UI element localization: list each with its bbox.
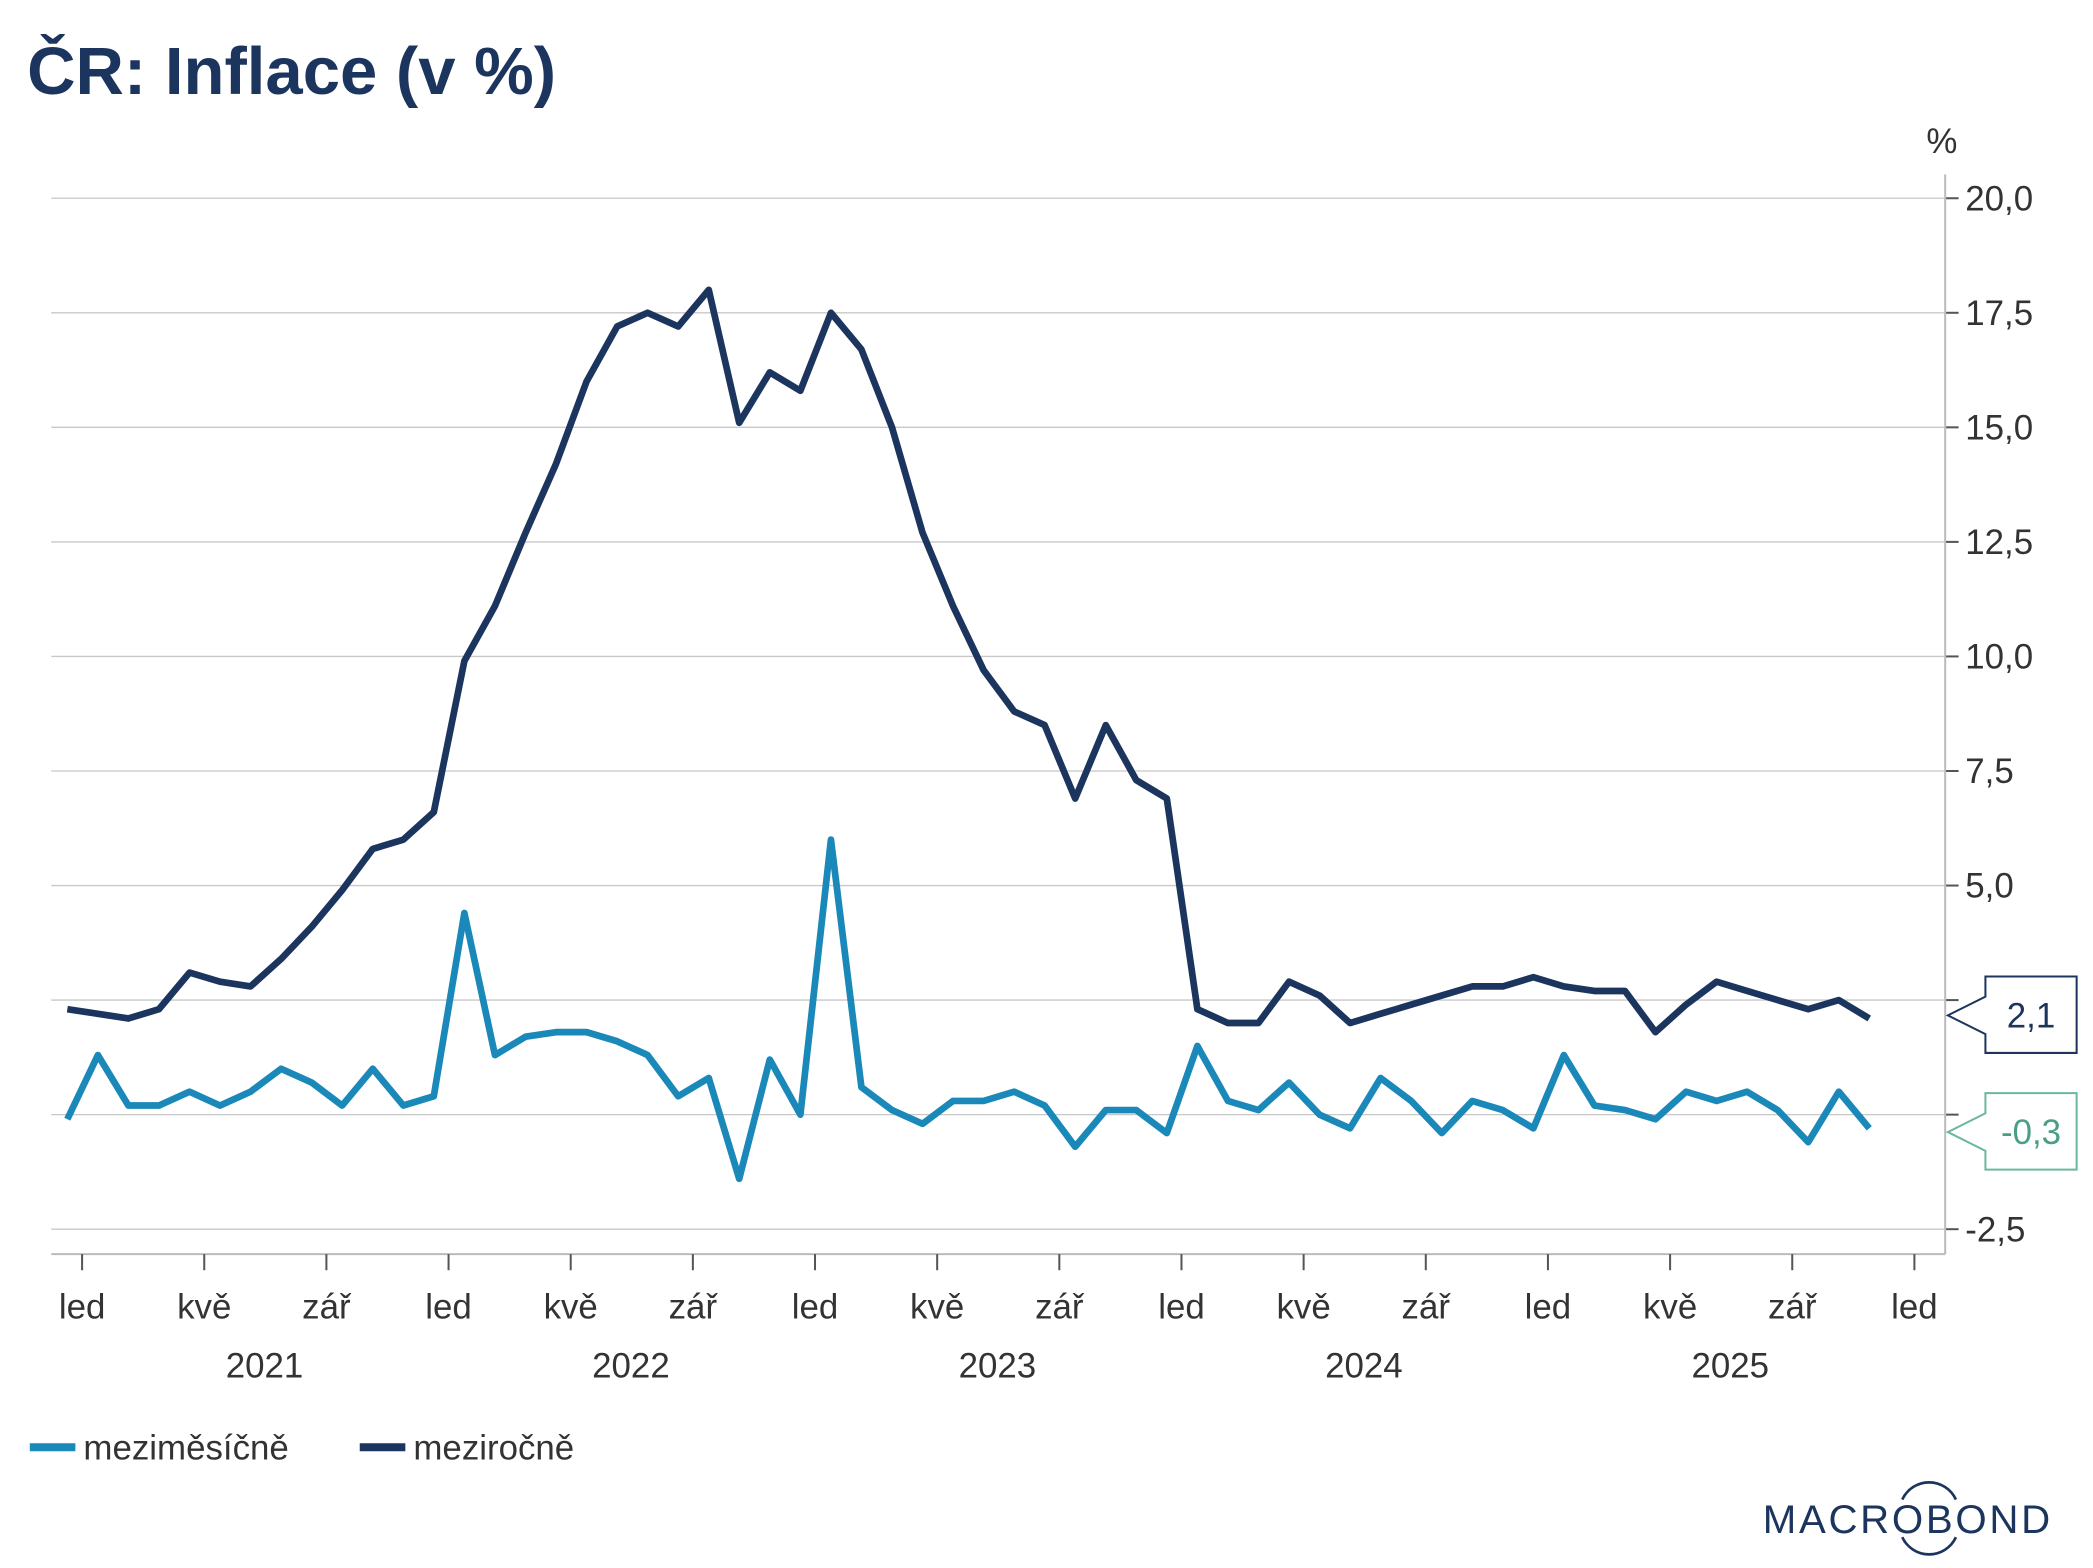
callout-value: 2,1 xyxy=(2007,996,2055,1035)
x-month-label: led xyxy=(1158,1288,1205,1327)
x-month-label: zář xyxy=(1035,1288,1085,1327)
x-year-label: 2021 xyxy=(226,1347,304,1386)
callout-box xyxy=(1945,1092,2078,1171)
x-month-label: zář xyxy=(669,1288,719,1327)
y-tick-label: 17,5 xyxy=(1965,294,2033,333)
x-year-label: 2025 xyxy=(1692,1347,1770,1386)
callout-value: -0,3 xyxy=(2001,1113,2061,1152)
series-line-0 xyxy=(64,836,1872,1183)
logo-arc-bottom xyxy=(1901,1536,1958,1556)
y-tick-label: 5,0 xyxy=(1965,867,2013,906)
y-tick-label: 20,0 xyxy=(1965,179,2033,218)
x-month-label: led xyxy=(792,1288,839,1327)
x-month-label: led xyxy=(1891,1288,1938,1327)
x-month-label: zář xyxy=(1768,1288,1818,1327)
x-month-label: led xyxy=(425,1288,472,1327)
y-tick-label: 12,5 xyxy=(1965,523,2033,562)
x-month-label: zář xyxy=(302,1288,352,1327)
gridlines xyxy=(51,197,1946,1230)
y-tick-label: 15,0 xyxy=(1965,408,2033,447)
chart-title: ČR: Inflace (v %) xyxy=(27,34,556,109)
y-tick-label: -2,5 xyxy=(1965,1210,2025,1249)
logo-text: MACROBOND xyxy=(1763,1497,2053,1542)
legend-label: meziměsíčně xyxy=(83,1428,288,1467)
y-tick-label: 7,5 xyxy=(1965,752,2013,791)
x-year-label: 2022 xyxy=(592,1347,670,1386)
series-lines xyxy=(64,286,1872,1183)
x-year-label: 2023 xyxy=(959,1347,1037,1386)
x-month-label: led xyxy=(59,1288,106,1327)
x-month-label: kvě xyxy=(177,1288,231,1327)
last-value-callouts: 2,1 -0,3 xyxy=(1945,975,2078,1171)
y-tick-label: 10,0 xyxy=(1965,638,2033,677)
legend-label: meziročně xyxy=(413,1428,574,1467)
callout-box xyxy=(1945,975,2078,1054)
series-line-1 xyxy=(66,286,1871,1036)
x-month-label: zář xyxy=(1402,1288,1452,1327)
macrobond-logo: MACROBOND xyxy=(1763,1481,2053,1556)
x-month-label: led xyxy=(1525,1288,1572,1327)
x-month-label: kvě xyxy=(1643,1288,1697,1327)
x-year-label: 2024 xyxy=(1325,1347,1403,1386)
logo-arc-top xyxy=(1901,1481,1958,1501)
axes: 20,0 17,5 15,0 12,5 10,0 7,5 5,0 -2,5 led kvě zář l… xyxy=(51,174,2033,1386)
x-month-label: kvě xyxy=(1277,1288,1331,1327)
x-month-label: kvě xyxy=(910,1288,964,1327)
legend: meziměsíčně meziročně xyxy=(29,1428,574,1467)
y-axis-unit: % xyxy=(1926,122,1957,161)
x-month-label: kvě xyxy=(544,1288,598,1327)
